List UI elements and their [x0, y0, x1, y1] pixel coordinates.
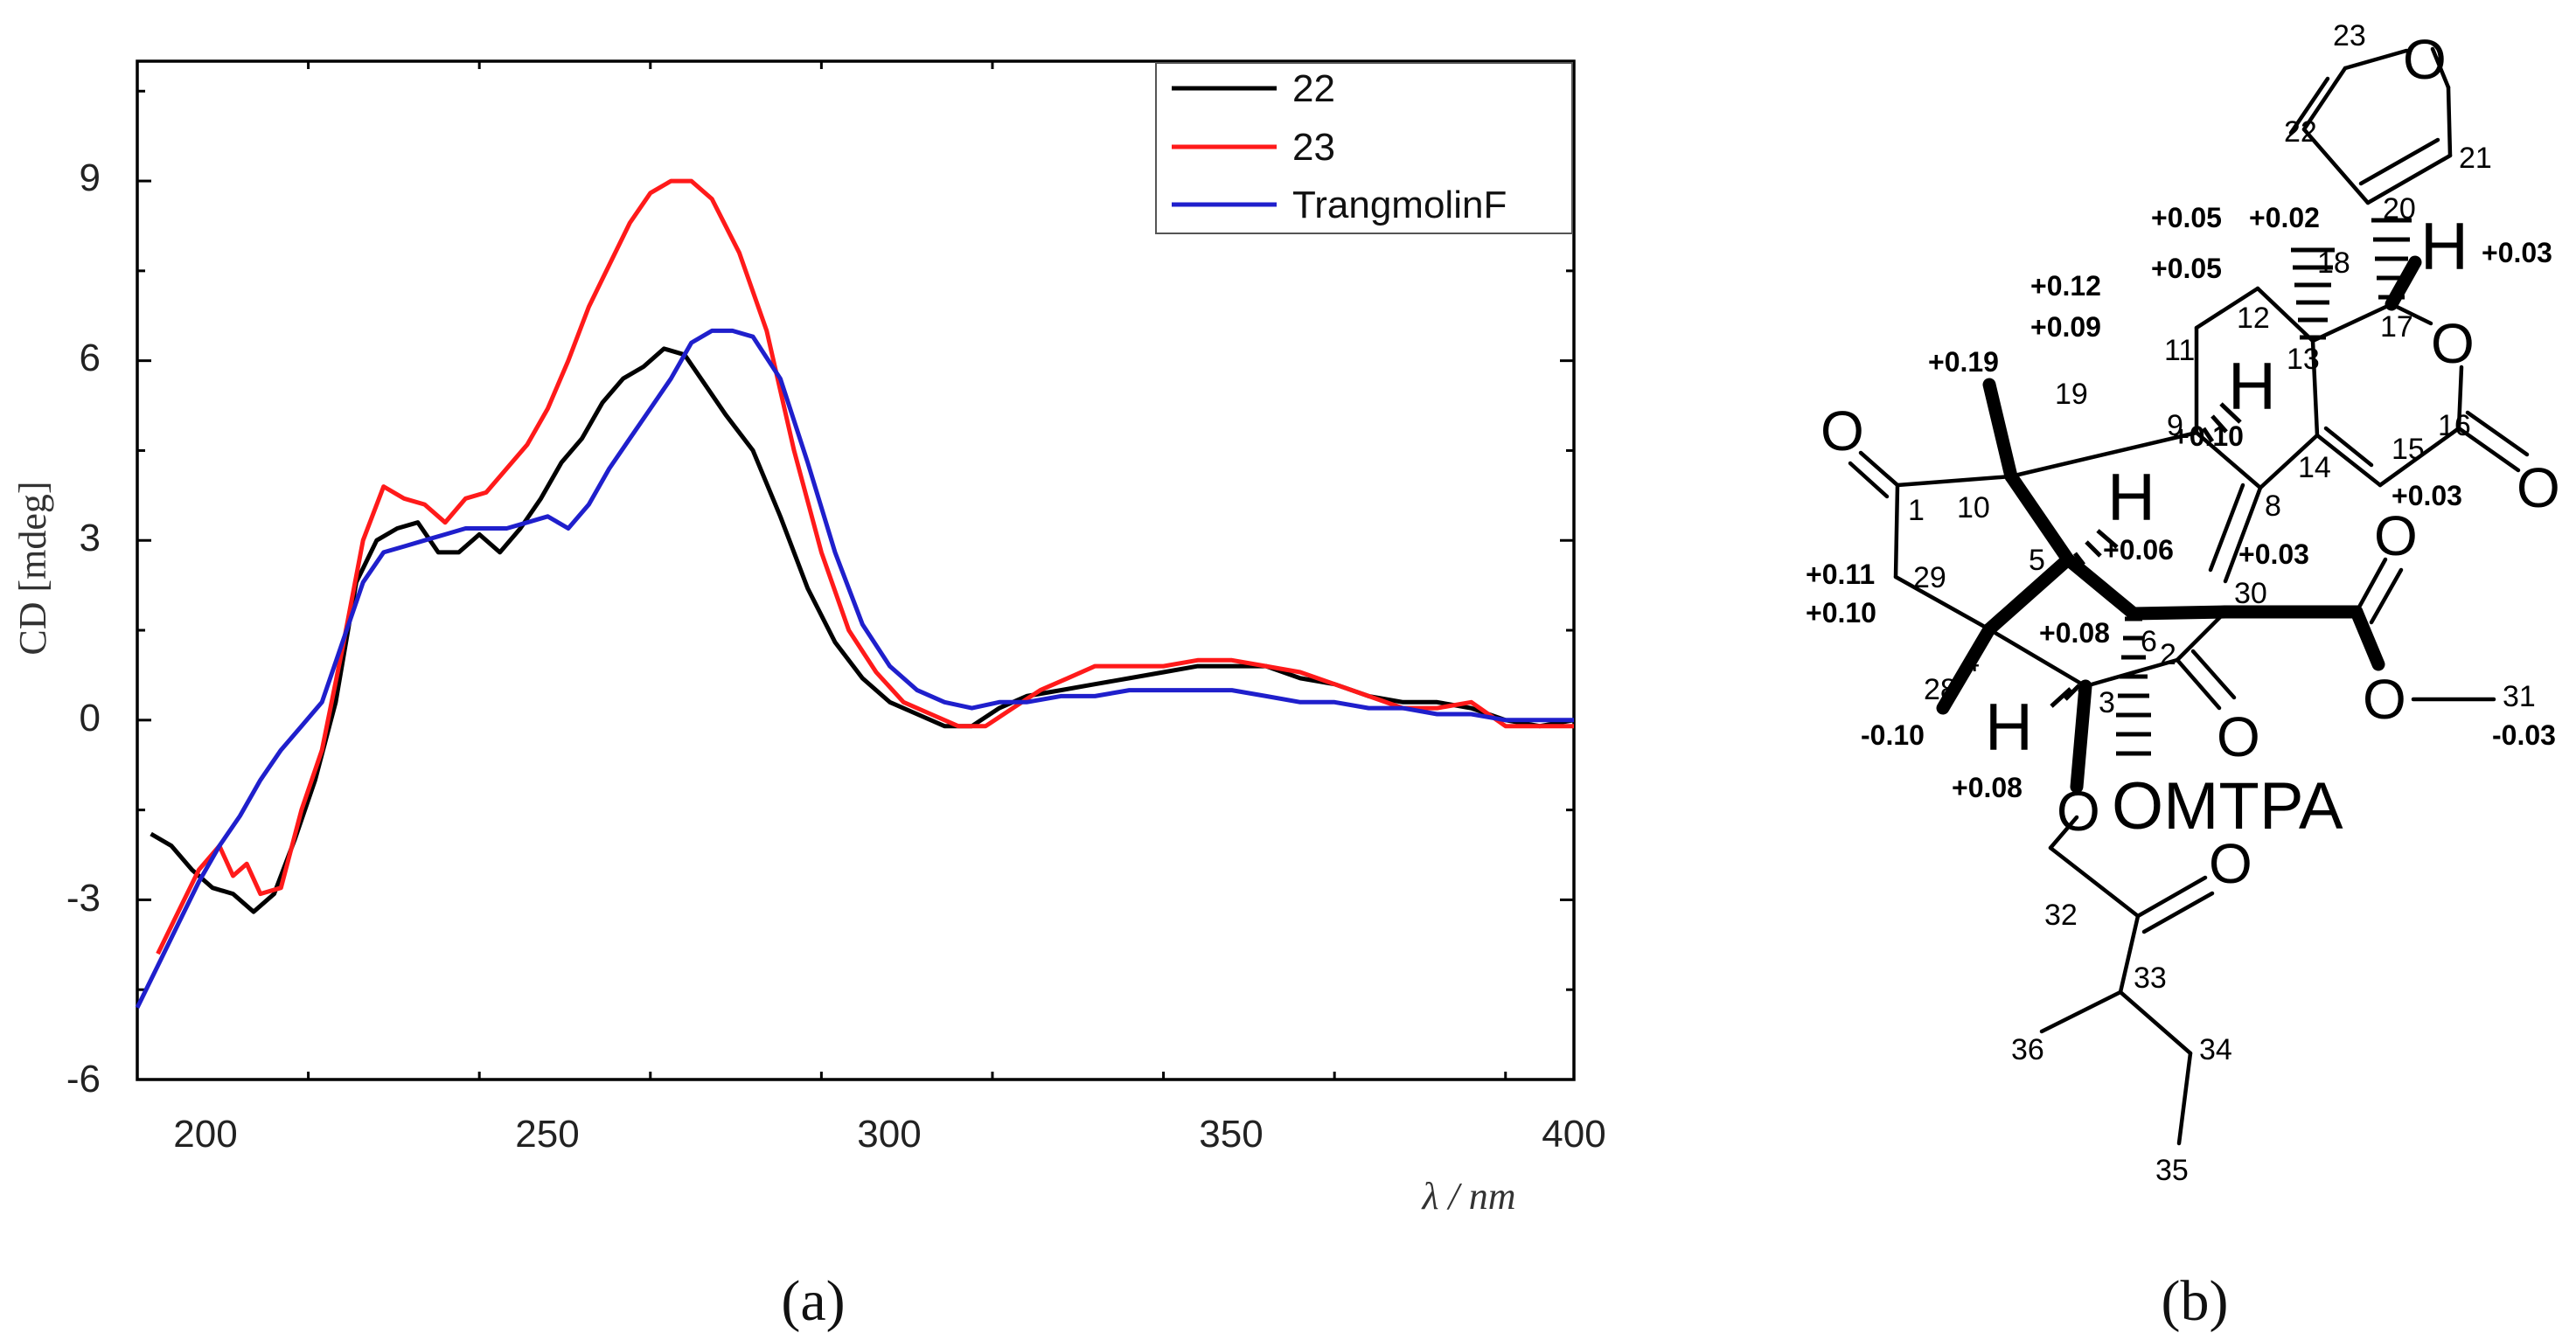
locant: 28 — [1924, 673, 1957, 706]
legend-label: 23 — [1292, 126, 1335, 169]
atom-o-furan: O — [2403, 28, 2447, 91]
delta-value: +0.08 — [1952, 772, 2023, 803]
delta-value: +0.05 — [2151, 253, 2222, 284]
locant: 36 — [2011, 1033, 2044, 1066]
locant: 31 — [2503, 680, 2536, 713]
locant: 33 — [2134, 962, 2167, 995]
atom-o-lactone: O — [2431, 312, 2475, 375]
bond-30-2 — [2175, 609, 2228, 663]
series-layer — [135, 178, 1575, 1009]
atom-o-ketone1: O — [1821, 399, 1864, 462]
delta-value: +0.08 — [2039, 617, 2110, 649]
delta-value: +0.03 — [2482, 237, 2552, 268]
atom-o-carbonyl16: O — [2517, 456, 2560, 519]
locant: 18 — [2317, 246, 2350, 280]
locant: 4 — [1963, 645, 1980, 678]
locant: 3 — [2099, 686, 2115, 719]
delta-value: -0.03 — [2492, 719, 2556, 751]
chemical-structure: O O O O O O O O O OMTPA H H H H 1 2 3 4 … — [1806, 19, 2560, 1333]
delta-value: -0.10 — [1861, 719, 1925, 751]
series-line-23 — [156, 178, 1574, 955]
x-tick-label: 200 — [173, 1113, 237, 1156]
legend-label: TrangmolinF — [1292, 184, 1507, 226]
delta-value: +0.11 — [1806, 559, 1875, 590]
delta-value: +0.05 — [2151, 202, 2222, 233]
y-tick-label: 0 — [80, 697, 101, 739]
panel-label-b: (b) — [2162, 1269, 2229, 1333]
locant: 19 — [2055, 378, 2088, 411]
locant: 12 — [2237, 302, 2270, 335]
locant: 11 — [2164, 334, 2195, 367]
x-tick-label: 300 — [857, 1113, 921, 1156]
delta-value: +0.10 — [1806, 597, 1876, 628]
atom-omtpa: OMTPA — [2112, 769, 2343, 844]
panel-label-a: (a) — [781, 1269, 845, 1333]
delta-value: +0.03 — [2238, 538, 2309, 570]
locant: 30 — [2234, 577, 2267, 610]
legend: 22 23 TrangmolinF — [1155, 62, 1573, 234]
atom-o-acyl3: O — [2057, 780, 2100, 843]
locant: 32 — [2044, 899, 2078, 932]
locant: 6 — [2141, 625, 2157, 658]
locant: 9 — [2167, 409, 2183, 442]
atom-o-methoxy: O — [2363, 668, 2406, 731]
bond-o-32 — [2048, 815, 2079, 851]
atom-o-carbonyl32: O — [2209, 832, 2252, 895]
y-tick-label: -6 — [66, 1058, 101, 1100]
delta-value: +0.09 — [2030, 311, 2101, 343]
delta-value: +0.02 — [2249, 202, 2320, 233]
series-line-22 — [150, 346, 1575, 914]
y-tick-label: 9 — [80, 156, 101, 199]
delta-value: +0.12 — [2030, 270, 2101, 302]
atom-o-ketone2: O — [2217, 705, 2260, 768]
locant: 10 — [1957, 491, 1990, 524]
y-tick-label: 3 — [80, 517, 101, 559]
hashed-bonds — [2050, 218, 2412, 756]
locant: 23 — [2333, 19, 2366, 52]
legend-label: 22 — [1292, 67, 1335, 110]
locant: 5 — [2029, 544, 2045, 577]
delta-value: +0.03 — [2392, 480, 2462, 511]
atom-h5: H — [2107, 461, 2155, 535]
atom-h17: H — [2420, 210, 2468, 284]
x-tick-label: 350 — [1199, 1113, 1263, 1156]
locant: 35 — [2155, 1154, 2189, 1187]
x-tick-label: 400 — [1542, 1113, 1605, 1156]
y-axis-title: CD [mdeg] — [11, 481, 54, 655]
locant: 29 — [1913, 561, 1946, 594]
cd-chart: 9 6 3 0 -3 -6 200 250 300 350 400 CD [md… — [11, 59, 1606, 1333]
skeleton-bonds — [1848, 46, 2530, 1146]
locant: 1 — [1908, 494, 1925, 527]
y-tick-label: 6 — [80, 337, 101, 379]
y-tick-label: -3 — [66, 877, 101, 920]
locant: 34 — [2199, 1033, 2232, 1066]
locant: 15 — [2392, 433, 2425, 466]
x-axis-title: λ / nm — [1420, 1175, 1515, 1218]
locant: 2 — [2160, 638, 2176, 671]
atom-h3: H — [1985, 691, 2033, 765]
atom-h9: H — [2228, 350, 2276, 424]
delta-value: +0.19 — [1928, 346, 1999, 378]
locant: 20 — [2383, 192, 2416, 226]
bold-bonds — [1936, 255, 2422, 794]
locant: 13 — [2287, 343, 2320, 376]
locant: 8 — [2265, 489, 2281, 523]
x-tick-label: 250 — [515, 1113, 579, 1156]
plot-frame — [136, 59, 1576, 1081]
locant: 17 — [2380, 310, 2413, 344]
atom-o-ester30: O — [2374, 504, 2418, 567]
locant: 16 — [2438, 409, 2471, 442]
locant: 21 — [2459, 142, 2492, 175]
delta-value: +0.06 — [2103, 534, 2174, 566]
series-line-trangmolinf — [135, 328, 1574, 1009]
locant: 14 — [2298, 451, 2331, 484]
locant: 22 — [2284, 115, 2317, 149]
delta-value: +0.10 — [2173, 420, 2244, 452]
